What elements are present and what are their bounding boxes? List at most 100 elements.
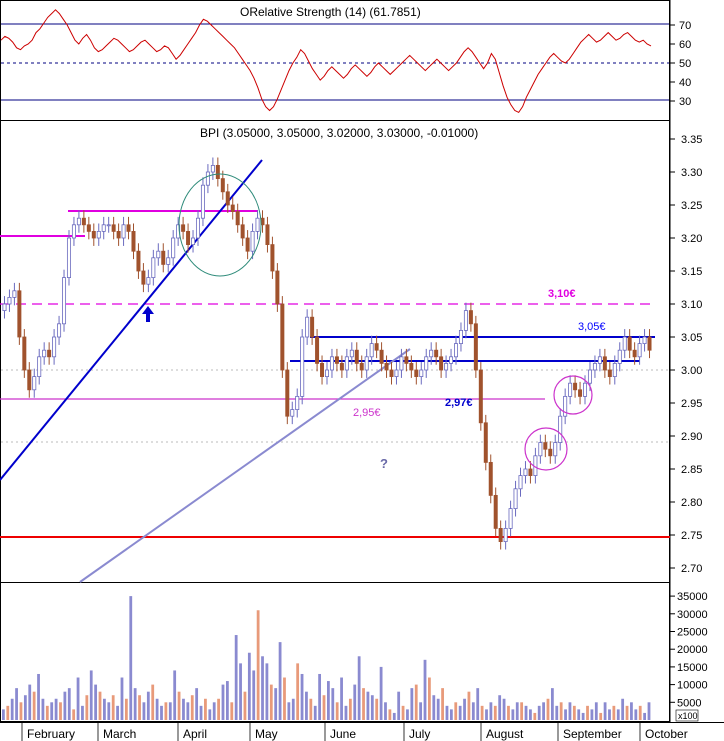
candle-body [22,336,27,371]
candle-body [513,488,518,509]
candle-body [458,329,463,344]
volume-bar [362,688,365,720]
volume-bar [234,635,238,720]
volume-bar [414,684,418,720]
candle-body [270,244,275,272]
volume-bar [520,702,524,720]
volume-bar [2,709,5,720]
candle-body [592,362,597,371]
month-label: May [255,727,278,741]
candle-body [300,336,305,397]
candle-body [419,369,424,377]
price-tick-label: 3.05 [681,332,702,344]
volume-bar [529,709,532,720]
candle-body [210,164,215,173]
month-label: July [409,727,430,741]
month-label: June [330,727,356,741]
volume-bar [353,684,357,720]
volume-bar [441,688,444,720]
volume-bar [32,691,36,720]
volume-bar [142,702,146,720]
volume-bar [239,663,242,720]
month-label: September [563,727,622,741]
volume-bar [124,698,128,720]
volume-bar [151,684,155,720]
volume-bar [647,702,651,720]
volume-bar [160,705,163,720]
price-tick-label: 2.95 [681,398,702,410]
volume-bar [340,677,343,720]
candle-body [2,303,7,311]
candle-body [191,237,196,245]
volume-bar [581,712,585,720]
candle-body [399,356,404,371]
volume-bar [572,705,576,720]
candle-body [86,224,91,232]
candle-body [27,369,32,391]
volume-bar [467,691,471,720]
volume-bar [476,688,480,720]
volume-bar [550,688,554,720]
volume-bar [116,705,119,720]
volume-bar [146,691,150,720]
candle-body [121,224,126,239]
annotation-2-97: 2,97€ [445,397,473,409]
rsi-tick-label: 40 [679,77,691,89]
volume-bar [638,705,642,720]
volume-bar [401,705,405,720]
price-tick-label: 3.00 [681,365,702,377]
candle-body [568,382,573,397]
volume-bar [322,695,326,720]
candle-body [116,230,121,239]
candle-body [156,250,161,259]
price-tick-label: 3.15 [681,266,702,278]
candle-body [444,362,449,371]
volume-bar [182,698,185,720]
candle-body [578,389,583,397]
candle-body [295,395,300,410]
price-tick-label: 2.75 [681,530,702,542]
volume-bar [313,705,317,720]
volume-bar [212,702,216,720]
volume-bar [6,705,10,720]
volume-bar [45,705,49,720]
candle-body [384,362,389,371]
candle-body [429,349,434,358]
candle-body [622,336,627,351]
volume-bar [300,673,304,720]
month-label: October [645,727,688,741]
candle-body [414,369,419,377]
volume-bar [190,695,194,720]
volume-bar [72,709,76,720]
annotation-3-10: 3,10€ [548,288,576,300]
candle-body [161,250,166,265]
candle-body [76,217,81,226]
annotation-3-05: 3,05€ [578,321,606,333]
uptrend-line [0,159,263,481]
candle-body [285,369,290,417]
volume-bar [274,688,278,720]
candle-body [607,369,612,377]
volume-bar [195,688,199,720]
candle-body [245,237,250,252]
volume-bar [19,702,23,720]
candle-body [181,224,186,232]
volume-unit-label: x100 [678,711,698,721]
month-label: April [183,727,207,741]
volume-bar [54,698,58,720]
volume-bar [511,709,515,720]
candle-body [324,369,329,377]
volume-tick-labels: 35000 30000 25000 20000 15000 10000 5000 [670,591,708,709]
volume-bar [616,709,620,720]
candle-body [587,369,592,384]
month-label: March [103,727,136,741]
candle-body [195,217,200,239]
candle-body [250,230,255,252]
candle-body [642,336,647,344]
annotation-question: ? [380,456,388,471]
candle-body [449,356,454,364]
volume-bar [265,663,269,720]
volume-tick-label: 10000 [677,680,708,692]
volume-bar [85,695,89,720]
candle-body [186,230,191,245]
